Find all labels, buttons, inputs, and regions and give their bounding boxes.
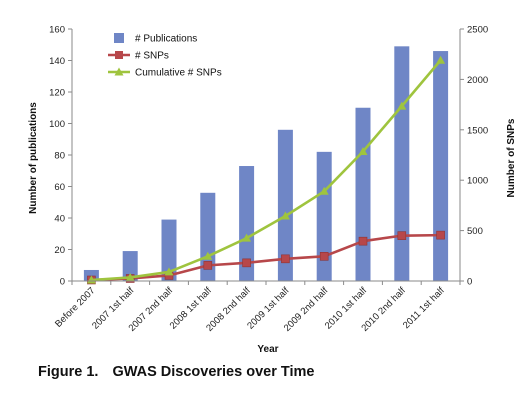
snps-line — [91, 233, 441, 282]
x-axis-title: Year — [257, 344, 278, 355]
figure-label: Figure 1. — [38, 364, 99, 380]
chart: 0 20 40 60 80 100 120 140 160 0 500 1000 1500 2000 25… — [28, 25, 517, 356]
snps-point — [358, 236, 368, 246]
legend-label: # Publications — [135, 34, 197, 45]
cumulative-snps-point — [242, 233, 252, 242]
left-tick-label: 60 — [54, 182, 65, 193]
cumulative-snps-point — [397, 101, 407, 110]
left-y-axis: 0 20 40 60 80 100 120 140 160 — [49, 25, 73, 288]
cumulative-snps-point — [125, 272, 135, 281]
left-tick-label: 80 — [54, 151, 65, 162]
cumulative-snps-point — [319, 186, 329, 195]
right-tick-label: 1500 — [467, 125, 488, 136]
publications-bar — [161, 219, 177, 281]
publications-bar — [122, 251, 138, 281]
legend-label: # SNPs — [135, 51, 169, 62]
right-tick-label: 0 — [467, 277, 472, 288]
figure-title: GWAS Discoveries over Time — [112, 364, 315, 380]
left-tick-label: 0 — [60, 277, 65, 288]
snps-point — [203, 261, 213, 270]
publications-bar — [433, 51, 449, 281]
cumulative-snps-line — [91, 59, 442, 282]
right-y-axis: 0 500 1000 1500 2000 2500 — [459, 25, 488, 288]
left-tick-label: 120 — [49, 88, 65, 99]
legend-swatch-publications — [114, 33, 124, 43]
y2-axis-title: Number of SNPs — [506, 118, 517, 197]
cumulative-snps-point — [164, 267, 174, 276]
cumulative-snps-point — [203, 251, 213, 260]
cumulative-snps-point — [280, 211, 290, 220]
snp-lines — [86, 55, 446, 285]
legend-label: Cumulative # SNPs — [135, 68, 222, 79]
y-axis-title: Number of publications — [28, 102, 39, 214]
snps-point — [242, 258, 251, 268]
left-tick-label: 100 — [49, 119, 65, 130]
legend-swatch-cumulative-snps-marker — [114, 67, 124, 76]
snps-point — [319, 252, 329, 261]
right-tick-label: 500 — [467, 226, 483, 237]
snps-point — [281, 254, 290, 264]
left-tick-label: 140 — [49, 56, 65, 67]
left-tick-label: 40 — [54, 214, 65, 225]
publications-bar — [239, 166, 255, 281]
left-tick-label: 160 — [49, 25, 65, 36]
publications-bar — [277, 129, 293, 281]
x-tick-label: 2011 1st half — [401, 285, 447, 331]
cumulative-snps-point — [358, 146, 368, 155]
legend: # Publications # SNPs Cumulative # SNPs — [108, 33, 222, 79]
left-tick-label: 20 — [54, 245, 65, 256]
publications-bars — [83, 46, 449, 282]
publications-bar — [316, 151, 332, 281]
snps-point — [436, 230, 445, 240]
cumulative-snps-point — [436, 55, 446, 64]
figure-caption: Figure 1. GWAS Discoveries over Time — [38, 364, 314, 380]
publications-bar — [394, 46, 410, 282]
right-tick-label: 1000 — [467, 176, 488, 187]
publications-bar — [355, 107, 371, 281]
right-tick-label: 2500 — [467, 25, 488, 36]
right-tick-label: 2000 — [467, 75, 488, 86]
snps-point — [397, 231, 407, 240]
legend-swatch-snps-marker — [115, 51, 123, 59]
publications-bar — [83, 269, 99, 281]
